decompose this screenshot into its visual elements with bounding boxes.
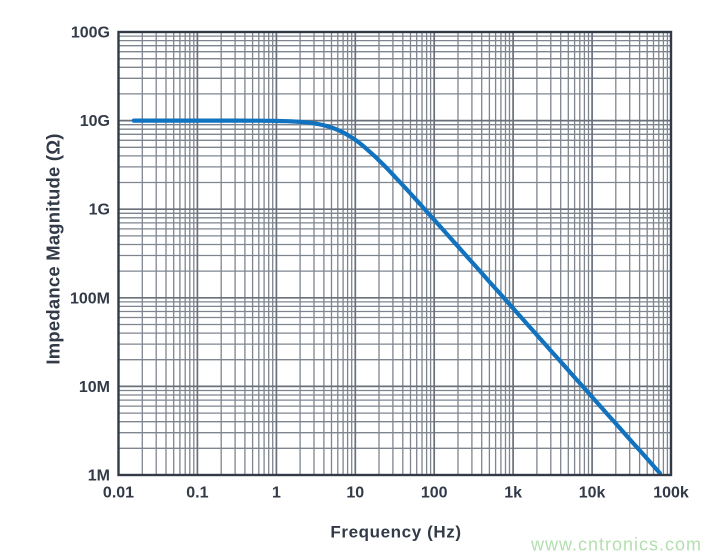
svg-text:0.1: 0.1 xyxy=(186,485,208,502)
svg-text:100k: 100k xyxy=(653,485,689,502)
svg-text:100G: 100G xyxy=(71,25,110,42)
svg-text:www.cntronics.com: www.cntronics.com xyxy=(530,535,702,555)
svg-text:100: 100 xyxy=(421,485,448,502)
svg-text:100M: 100M xyxy=(70,290,110,307)
svg-text:10G: 10G xyxy=(80,113,110,130)
svg-text:10M: 10M xyxy=(79,379,110,396)
svg-text:1M: 1M xyxy=(88,468,110,485)
svg-text:Frequency (Hz): Frequency (Hz) xyxy=(330,522,461,541)
svg-text:10: 10 xyxy=(346,485,364,502)
svg-text:10k: 10k xyxy=(579,485,606,502)
svg-text:1: 1 xyxy=(272,485,281,502)
svg-text:0.01: 0.01 xyxy=(103,485,134,502)
svg-text:1k: 1k xyxy=(504,485,522,502)
svg-text:Impedance Magnitude (Ω): Impedance Magnitude (Ω) xyxy=(43,133,64,364)
svg-text:1G: 1G xyxy=(89,202,110,219)
